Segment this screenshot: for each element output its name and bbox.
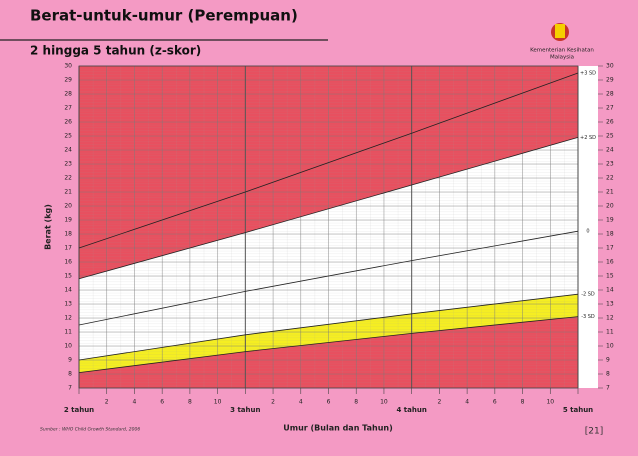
y-tick-label: 13	[64, 301, 72, 308]
y-tick-label: 14	[64, 287, 72, 294]
y-tick-label: 27	[606, 105, 614, 112]
series-label: +3 SD	[580, 71, 596, 77]
y-tick-label: 10	[606, 343, 614, 350]
source: Sumber : WHO Child Growth Standard, 2006	[40, 427, 140, 433]
y-tick-label: 25	[64, 133, 72, 140]
y-tick-label: 18	[64, 231, 72, 238]
z-score-line	[78, 137, 579, 280]
x-tick-label: 4	[465, 399, 469, 406]
logo-text: Kementerian Kesihatan	[530, 48, 594, 54]
y-tick-label: 16	[606, 259, 614, 266]
y-tick-label: 7	[68, 385, 72, 392]
y-tick-label: 7	[606, 385, 610, 392]
x-tick-label: 6	[160, 399, 164, 406]
y-tick-label: 26	[606, 119, 614, 126]
x-tick-label: 4	[133, 399, 137, 406]
y-tick-label: 21	[606, 189, 614, 196]
x-tick-label: 5 tahun	[563, 406, 593, 414]
x-axis-title: Umur (Bulan dan Tahun)	[283, 424, 393, 433]
y-tick-label: 8	[68, 371, 72, 378]
y-tick-label: 15	[606, 273, 614, 280]
logo: Kementerian Kesihatan Malaysia	[530, 23, 594, 61]
x-tick-label: 6	[327, 399, 331, 406]
y-tick-label: 25	[606, 133, 614, 140]
z-score-line	[78, 293, 579, 361]
y-tick-label: 24	[606, 147, 614, 154]
z-score-line	[78, 316, 579, 373]
y-tick-label: 28	[64, 91, 72, 98]
y-tick-label: 23	[64, 161, 72, 168]
chart-title: Berat-untuk-umur (Perempuan)	[30, 7, 298, 25]
y-tick-label: 27	[64, 105, 72, 112]
y-tick-label: 22	[606, 175, 614, 182]
y-tick-label: 29	[606, 77, 614, 84]
x-tick-label: 6	[493, 399, 497, 406]
x-tick-label: 10	[380, 399, 388, 406]
plot-frame	[78, 65, 579, 389]
x-tick-label: 8	[188, 399, 192, 406]
y-tick-label: 15	[64, 273, 72, 280]
y-tick-label: 29	[64, 77, 72, 84]
y-tick-label: 17	[606, 245, 614, 252]
y-tick-label: 18	[606, 231, 614, 238]
x-tick-label: 2	[105, 399, 109, 406]
x-tick-label: 10	[214, 399, 222, 406]
label-strip	[578, 66, 598, 388]
y-tick-label: 13	[606, 301, 614, 308]
y-axis-title: Berat (kg)	[44, 204, 53, 250]
x-tick-label: 4	[299, 399, 303, 406]
y-tick-label: 11	[606, 329, 614, 336]
y-tick-label: 8	[606, 371, 610, 378]
series-label: +2 SD	[580, 135, 596, 141]
y-tick-label: 19	[64, 217, 72, 224]
x-tick-label: 10	[546, 399, 554, 406]
y-tick-label: 14	[606, 287, 614, 294]
y-tick-label: 20	[606, 203, 614, 210]
y-tick-label: 10	[64, 343, 72, 350]
x-tick-label: 8	[521, 399, 525, 406]
x-tick-label: 2	[437, 399, 441, 406]
series-label: -2 SD	[581, 292, 595, 298]
chart-subtitle: 2 hingga 5 tahun (z-skor)	[30, 44, 201, 58]
y-tick-label: 12	[64, 315, 72, 322]
y-tick-label: 30	[64, 63, 72, 70]
y-tick-label: 24	[64, 147, 72, 154]
y-tick-label: 30	[606, 63, 614, 70]
y-tick-label: 11	[64, 329, 72, 336]
y-tick-label: 20	[64, 203, 72, 210]
series-label: -3 SD	[581, 314, 595, 320]
y-tick-label: 22	[64, 175, 72, 182]
y-tick-label: 23	[606, 161, 614, 168]
page-number: [21]	[585, 427, 603, 437]
series-label: 0	[586, 229, 589, 235]
z-score-line	[78, 230, 579, 326]
x-tick-label: 3 tahun	[230, 406, 260, 414]
y-tick-label: 21	[64, 189, 72, 196]
y-tick-label: 19	[606, 217, 614, 224]
y-tick-label: 9	[68, 357, 72, 364]
logo-text: Malaysia	[550, 55, 574, 61]
y-tick-label: 28	[606, 91, 614, 98]
x-tick-label: 8	[354, 399, 358, 406]
x-tick-label: 4 tahun	[397, 406, 427, 414]
y-tick-label: 26	[64, 119, 72, 126]
y-tick-label: 9	[606, 357, 610, 364]
y-tick-label: 12	[606, 315, 614, 322]
x-tick-label: 2	[271, 399, 275, 406]
y-tick-label: 17	[64, 245, 72, 252]
x-tick-label: 2 tahun	[64, 406, 94, 414]
z-score-line	[78, 72, 579, 249]
y-tick-label: 16	[64, 259, 72, 266]
